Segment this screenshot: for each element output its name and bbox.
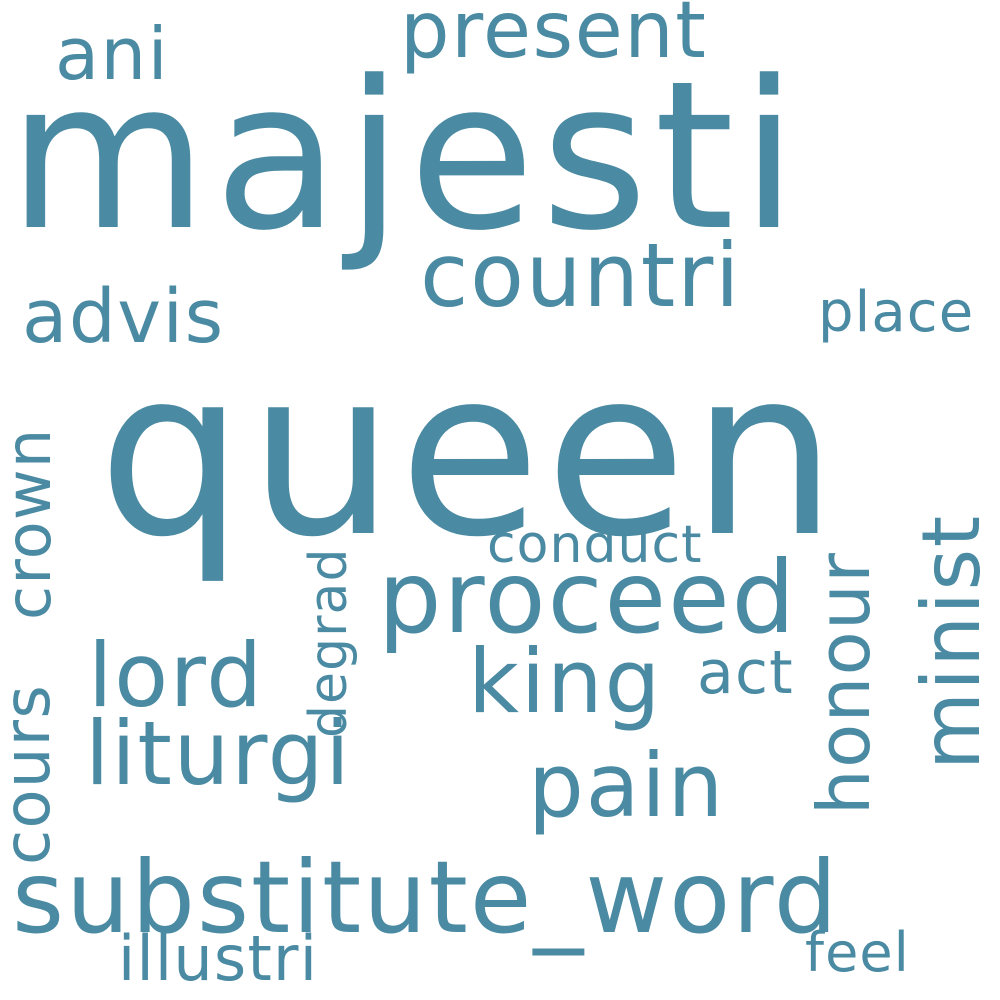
word-place: place	[818, 280, 975, 345]
word-lord: lord	[88, 624, 264, 727]
word-degrad: degrad	[299, 547, 359, 739]
word-conduct: conduct	[487, 515, 703, 575]
word-illustri: illustri	[118, 922, 319, 995]
word-minist: minist	[905, 514, 998, 770]
word-cours: cours	[0, 684, 65, 865]
word-queen: queen	[98, 321, 842, 588]
word-majesti: majesti	[8, 38, 804, 276]
word-liturgi: liturgi	[85, 702, 352, 805]
word-king: king	[468, 630, 663, 733]
word-substitute-word: substitute_word	[12, 839, 840, 956]
word-pain: pain	[528, 734, 726, 837]
word-proceed: proceed	[378, 539, 798, 656]
word-ani: ani	[55, 12, 170, 96]
word-crown: crown	[0, 427, 65, 620]
word-present: present	[400, 0, 708, 76]
word-act: act	[697, 638, 794, 708]
word-countri: countri	[420, 224, 742, 327]
word-honour: honour	[802, 551, 886, 815]
word-advis: advis	[22, 274, 225, 360]
word-feel: feel	[805, 921, 910, 984]
